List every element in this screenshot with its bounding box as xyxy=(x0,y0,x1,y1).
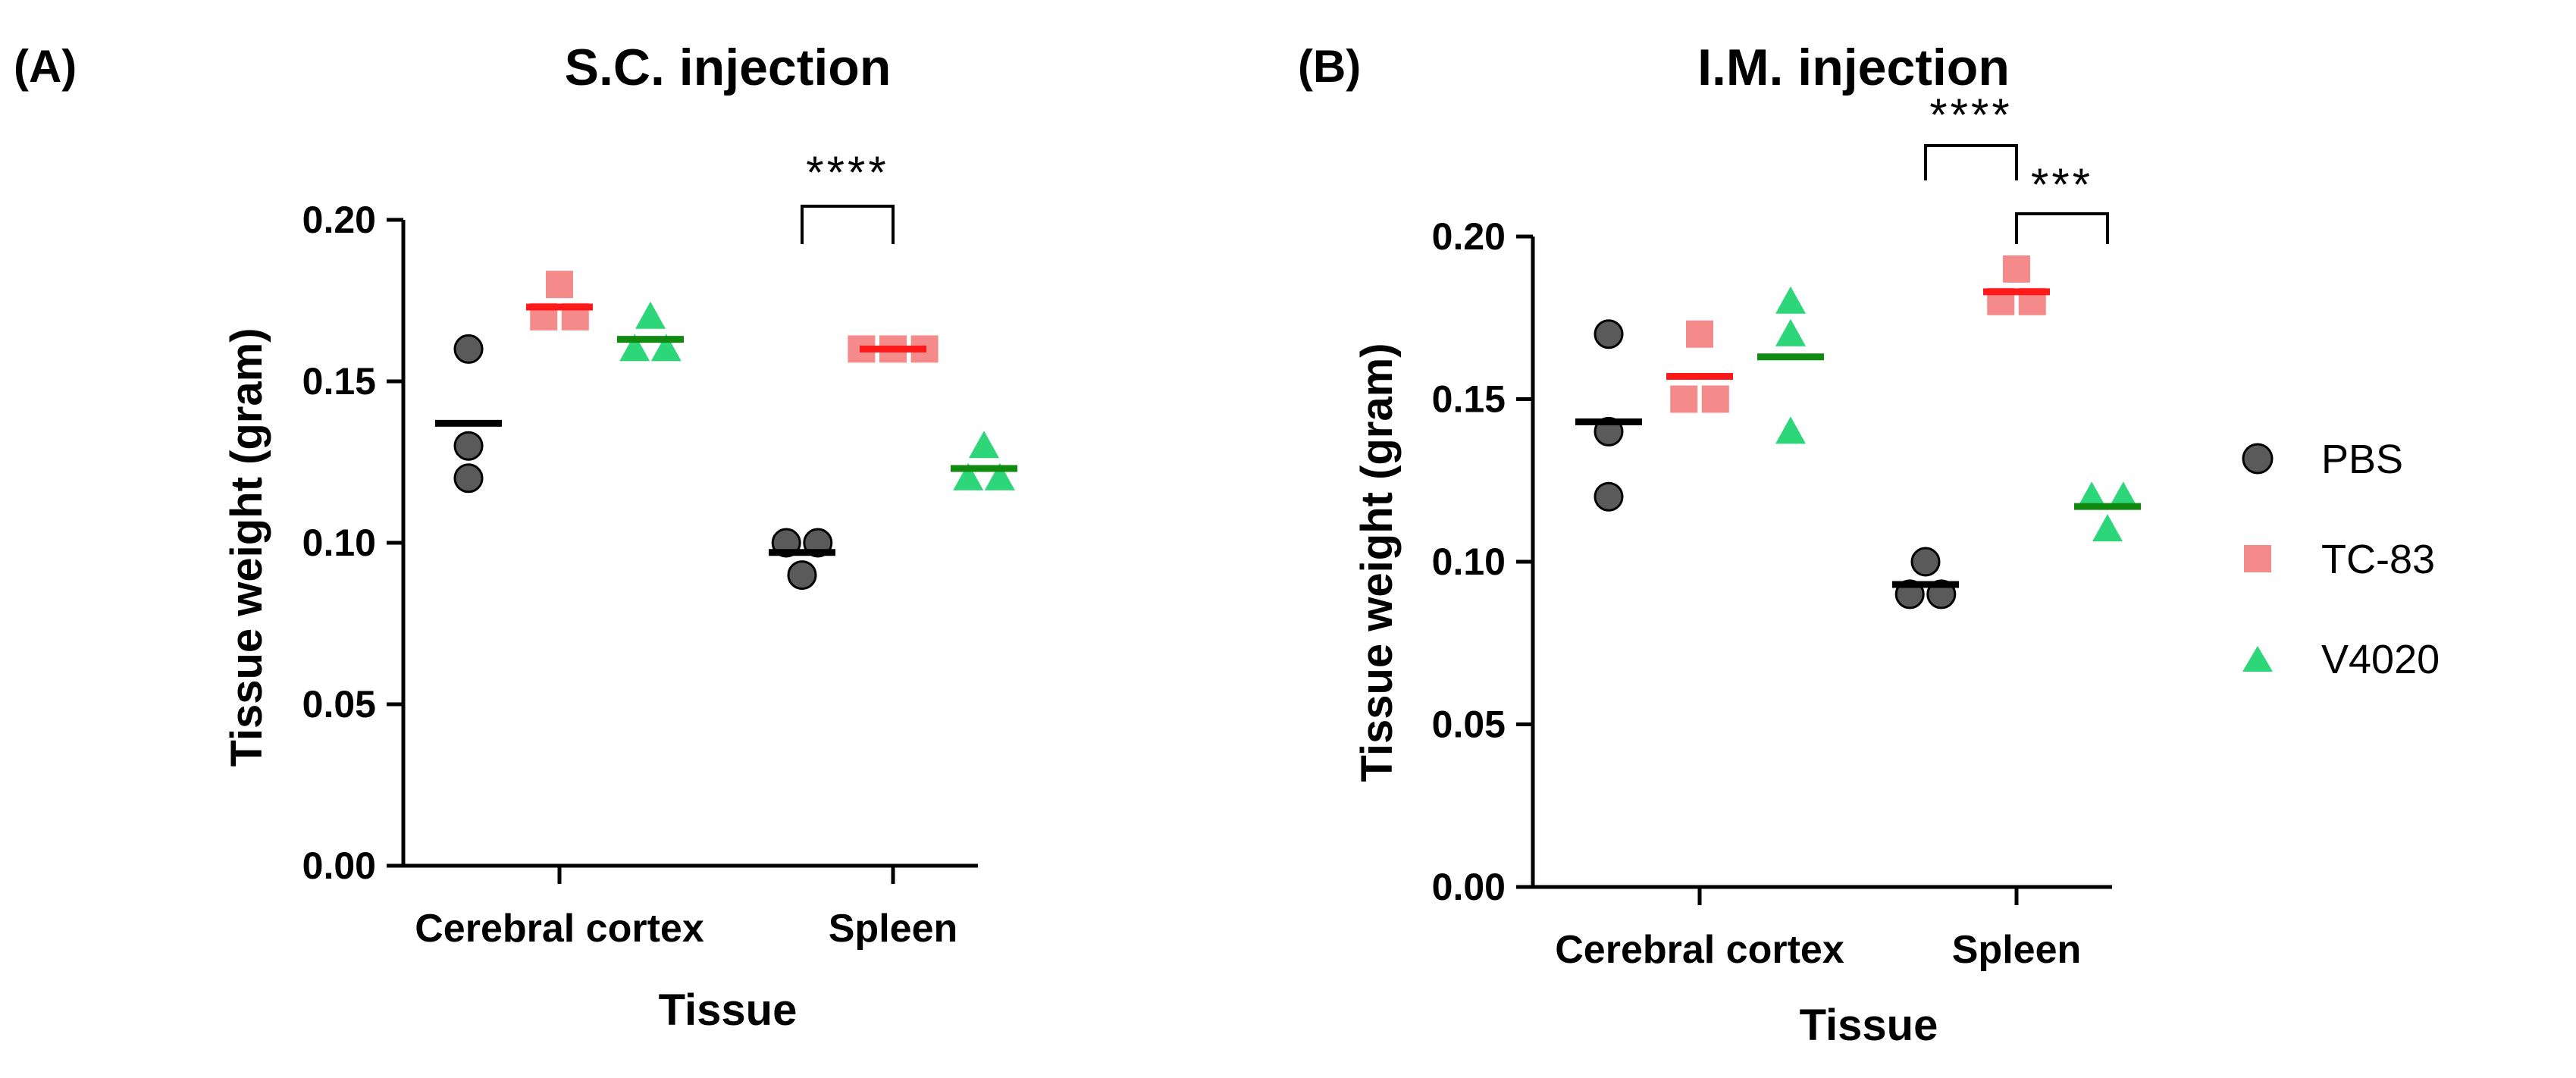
y-tick-label: 0.10 xyxy=(302,522,376,564)
y-tick-label: 0.05 xyxy=(1432,704,1506,746)
y-tick-label: 0.00 xyxy=(1432,866,1506,908)
x-axis-category-labels: Cerebral cortex Spleen xyxy=(1555,928,2081,972)
legend-label: TC-83 xyxy=(2321,537,2435,582)
x-category-label: Cerebral cortex xyxy=(415,907,704,951)
x-category-label: Spleen xyxy=(1952,928,2082,972)
significance-bracket xyxy=(801,205,895,244)
data-point-v4020 xyxy=(969,431,999,459)
data-point-pbs xyxy=(787,560,817,591)
panel-label: (B) xyxy=(1298,41,1361,92)
data-point-pbs xyxy=(1594,481,1624,512)
data-point-v4020 xyxy=(1775,416,1806,444)
data-point-tc-83 xyxy=(546,271,573,299)
panel-b: (B) I.M. injection Tissue weight (gram) … xyxy=(1298,39,2141,1050)
legend-label: V4020 xyxy=(2321,637,2440,682)
chart-title: S.C. injection xyxy=(565,39,892,96)
data-marks xyxy=(1575,255,2141,610)
data-marks xyxy=(435,271,1017,591)
data-point-v4020 xyxy=(2107,481,2139,509)
y-tick-label: 0.00 xyxy=(302,845,376,887)
data-point-tc-83 xyxy=(2003,255,2030,283)
x-axis-ticks xyxy=(557,866,895,884)
significance-label: **** xyxy=(1929,89,2012,140)
data-point-pbs xyxy=(1910,547,1941,577)
x-axis-ticks xyxy=(1697,887,2019,905)
triangle-icon xyxy=(2242,646,2273,672)
y-axis-ticks xyxy=(387,218,403,868)
data-point-tc-83 xyxy=(1686,320,1713,348)
y-tick-label: 0.15 xyxy=(302,360,376,403)
y-axis-ticks xyxy=(1516,234,1533,889)
y-tick-label: 0.20 xyxy=(1432,215,1506,258)
data-point-v4020 xyxy=(1775,286,1806,314)
x-axis-category-labels: Cerebral cortex Spleen xyxy=(415,907,957,951)
x-axis-title: Tissue xyxy=(1800,1001,1938,1050)
data-point-tc-83 xyxy=(1701,385,1729,413)
significance-annotations: **** *** xyxy=(1924,89,2109,244)
panel-label: (A) xyxy=(14,41,77,92)
x-category-label: Cerebral cortex xyxy=(1555,928,1844,972)
legend-item-v4020: V4020 xyxy=(2242,637,2440,682)
y-axis-tick-labels: 0.00 0.05 0.10 0.15 0.20 xyxy=(1432,215,1506,908)
x-category-label: Spleen xyxy=(829,907,958,951)
chart-title: I.M. injection xyxy=(1697,39,2010,96)
data-point-v4020 xyxy=(635,301,666,329)
data-point-v4020 xyxy=(2092,514,2123,542)
data-point-tc-83 xyxy=(1670,385,1698,413)
data-point-v4020 xyxy=(953,462,984,490)
data-point-pbs xyxy=(453,334,484,364)
x-axis-title: Tissue xyxy=(659,986,798,1035)
data-point-pbs xyxy=(453,463,484,494)
data-point-pbs xyxy=(453,431,484,461)
y-tick-label: 0.10 xyxy=(1432,541,1506,583)
circle-icon xyxy=(2242,443,2274,475)
significance-bracket xyxy=(2015,212,2109,244)
data-point-v4020 xyxy=(650,334,682,362)
significance-label: *** xyxy=(2031,159,2093,210)
data-point-v4020 xyxy=(619,334,650,362)
legend: PBS TC-83 V4020 xyxy=(2242,437,2440,682)
data-point-v4020 xyxy=(1775,318,1806,346)
y-tick-label: 0.20 xyxy=(302,199,376,241)
y-tick-label: 0.05 xyxy=(302,683,376,725)
data-point-pbs xyxy=(1594,319,1624,349)
square-icon xyxy=(2244,545,2271,572)
y-axis-title: Tissue weight (gram) xyxy=(222,327,271,766)
data-point-v4020 xyxy=(984,462,1015,490)
significance-label: **** xyxy=(806,147,888,198)
legend-label: PBS xyxy=(2321,437,2403,482)
panel-a: (A) S.C. injection Tissue weight (gram) … xyxy=(14,39,1017,1035)
y-axis-title: Tissue weight (gram) xyxy=(1352,343,1402,782)
significance-bracket xyxy=(1924,144,2018,180)
y-axis-tick-labels: 0.00 0.05 0.10 0.15 0.20 xyxy=(302,199,376,887)
data-point-v4020 xyxy=(2076,481,2107,509)
legend-item-pbs: PBS xyxy=(2242,437,2403,482)
significance-annotations: **** xyxy=(801,147,895,244)
y-tick-label: 0.15 xyxy=(1432,378,1506,421)
legend-item-tc-83: TC-83 xyxy=(2244,537,2435,582)
